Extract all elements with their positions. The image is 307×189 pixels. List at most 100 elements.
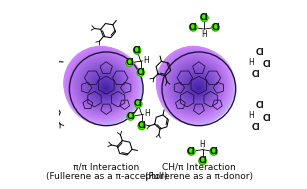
Circle shape — [195, 85, 202, 92]
Circle shape — [181, 72, 214, 104]
Circle shape — [168, 58, 222, 112]
Text: (Fullerene as a π-acceptor): (Fullerene as a π-acceptor) — [45, 172, 167, 181]
Circle shape — [174, 64, 217, 107]
Circle shape — [180, 70, 213, 103]
Circle shape — [68, 50, 135, 117]
Circle shape — [169, 59, 221, 111]
Circle shape — [103, 86, 109, 91]
Circle shape — [185, 75, 209, 99]
Circle shape — [169, 59, 221, 111]
Circle shape — [186, 76, 209, 99]
Circle shape — [99, 81, 113, 95]
Circle shape — [104, 87, 108, 90]
Circle shape — [72, 54, 132, 114]
Circle shape — [73, 56, 130, 113]
Circle shape — [180, 70, 212, 103]
Circle shape — [181, 71, 214, 104]
Circle shape — [96, 78, 114, 97]
Circle shape — [79, 62, 126, 109]
Circle shape — [96, 78, 115, 98]
Text: Cl: Cl — [200, 13, 209, 22]
Circle shape — [64, 46, 138, 120]
Circle shape — [164, 54, 229, 119]
Circle shape — [192, 82, 205, 95]
Circle shape — [91, 74, 119, 102]
Circle shape — [172, 62, 222, 112]
Circle shape — [189, 24, 197, 31]
Circle shape — [70, 52, 133, 116]
Circle shape — [74, 57, 130, 113]
Circle shape — [183, 73, 213, 103]
Circle shape — [171, 61, 220, 110]
Circle shape — [189, 79, 207, 97]
Circle shape — [165, 54, 224, 114]
Circle shape — [78, 60, 127, 110]
Circle shape — [83, 66, 123, 106]
Circle shape — [94, 76, 117, 100]
Circle shape — [163, 53, 225, 115]
Circle shape — [176, 66, 216, 106]
Circle shape — [164, 54, 225, 115]
Circle shape — [194, 84, 203, 93]
Circle shape — [87, 69, 121, 103]
Circle shape — [170, 60, 224, 114]
Circle shape — [184, 74, 210, 100]
Text: Cl: Cl — [187, 147, 196, 156]
Circle shape — [177, 67, 217, 107]
Circle shape — [100, 83, 111, 93]
Circle shape — [73, 56, 135, 118]
Circle shape — [184, 74, 212, 101]
Circle shape — [179, 69, 216, 106]
Circle shape — [94, 76, 116, 98]
Circle shape — [184, 74, 212, 102]
Text: Cl: Cl — [138, 121, 146, 130]
Circle shape — [173, 63, 218, 108]
Circle shape — [69, 51, 134, 117]
Circle shape — [177, 67, 218, 108]
Circle shape — [169, 59, 225, 115]
Circle shape — [189, 79, 206, 96]
Text: Cl: Cl — [255, 101, 264, 110]
Circle shape — [65, 47, 137, 119]
Circle shape — [173, 63, 221, 111]
Circle shape — [186, 76, 208, 98]
Circle shape — [103, 85, 109, 92]
Circle shape — [64, 47, 137, 120]
Circle shape — [95, 77, 116, 99]
Circle shape — [170, 60, 220, 110]
Circle shape — [86, 68, 122, 104]
Circle shape — [174, 64, 220, 110]
Circle shape — [89, 72, 119, 101]
Circle shape — [161, 51, 232, 122]
Circle shape — [180, 70, 216, 106]
Circle shape — [195, 85, 202, 92]
Circle shape — [65, 48, 136, 119]
Circle shape — [197, 88, 200, 90]
Circle shape — [166, 56, 227, 118]
Circle shape — [198, 88, 200, 89]
Circle shape — [252, 124, 260, 132]
Circle shape — [100, 83, 112, 94]
Circle shape — [126, 59, 133, 67]
Circle shape — [80, 63, 126, 108]
Text: Cl: Cl — [252, 123, 260, 132]
Circle shape — [137, 69, 144, 76]
Circle shape — [67, 49, 136, 118]
Circle shape — [76, 58, 129, 112]
Text: H: H — [248, 58, 254, 67]
Circle shape — [159, 49, 234, 124]
Circle shape — [102, 85, 110, 92]
Circle shape — [94, 77, 115, 98]
Circle shape — [76, 58, 133, 115]
Circle shape — [76, 59, 129, 111]
Circle shape — [169, 58, 225, 115]
Circle shape — [173, 63, 222, 112]
Text: (Fullerene as a π-donor): (Fullerene as a π-donor) — [145, 172, 253, 181]
Circle shape — [190, 80, 205, 95]
Circle shape — [70, 53, 138, 120]
Circle shape — [134, 47, 141, 54]
Circle shape — [70, 53, 133, 115]
Circle shape — [97, 79, 115, 97]
Circle shape — [182, 72, 212, 101]
Circle shape — [195, 85, 202, 92]
